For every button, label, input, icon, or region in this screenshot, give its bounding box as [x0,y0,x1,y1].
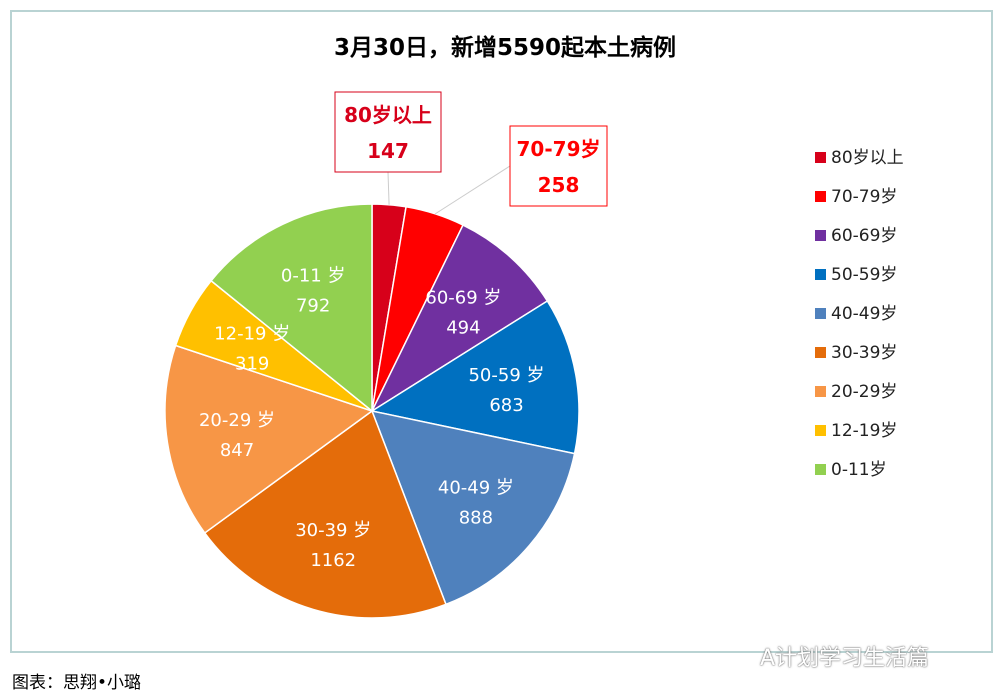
data-label-category: 60-69 岁 [425,287,501,308]
legend-label: 12-19岁 [831,421,897,441]
legend-swatch [815,386,826,397]
pie-slice [203,409,447,619]
legend-label: 70-79岁 [831,187,897,207]
data-label-category: 50-59 岁 [468,365,544,386]
pie-slice [370,409,576,606]
chart-title: 3月30日，新增5590起本土病例 [334,34,676,61]
data-label-value: 683 [489,395,523,416]
legend-label: 30-39岁 [831,343,897,363]
watermark: A计划学习生活篇 [760,646,930,671]
callout-box [509,125,608,207]
legend-label: 80岁以上 [831,148,904,168]
data-label-value: 494 [446,317,480,338]
pie-slice [164,344,374,535]
legend-label: 20-29岁 [831,382,897,402]
data-label-category: 30-39 岁 [295,520,371,541]
data-label-category: 40-49 岁 [438,478,514,499]
pie-slice [210,203,373,413]
data-label-value: 258 [538,173,580,197]
data-label-category: 70-79岁 [517,137,601,161]
data-label-category: 0-11 岁 [281,266,346,287]
legend-swatch [815,425,826,436]
data-label-category: 20-29 岁 [199,410,275,431]
callout-line [387,171,390,205]
legend-swatch [815,347,826,358]
legend-label: 40-49岁 [831,304,897,324]
data-label-value: 888 [459,508,493,529]
chart-frame [10,10,993,653]
legend-swatch [815,230,826,241]
data-label-value: 1162 [310,550,356,571]
pie-slice [370,224,549,414]
pie-slice [370,299,580,455]
callout-line [434,165,511,215]
legend-label: 60-69岁 [831,226,897,246]
data-label-value: 147 [367,139,409,163]
legend-swatch [815,464,826,475]
data-label-value: 847 [220,440,254,461]
data-label-value: 319 [235,353,269,374]
data-label-category: 12-19 岁 [214,323,290,344]
legend-swatch [815,269,826,280]
legend-label: 50-59岁 [831,265,897,285]
callout-box [334,91,442,173]
data-label-value: 792 [296,296,330,317]
legend-swatch [815,191,826,202]
legend-swatch [815,152,826,163]
data-label-category: 80岁以上 [344,103,432,127]
legend-swatch [815,308,826,319]
legend-label: 0-11岁 [831,460,887,480]
caption: 图表：思翔•小璐 [12,673,142,693]
